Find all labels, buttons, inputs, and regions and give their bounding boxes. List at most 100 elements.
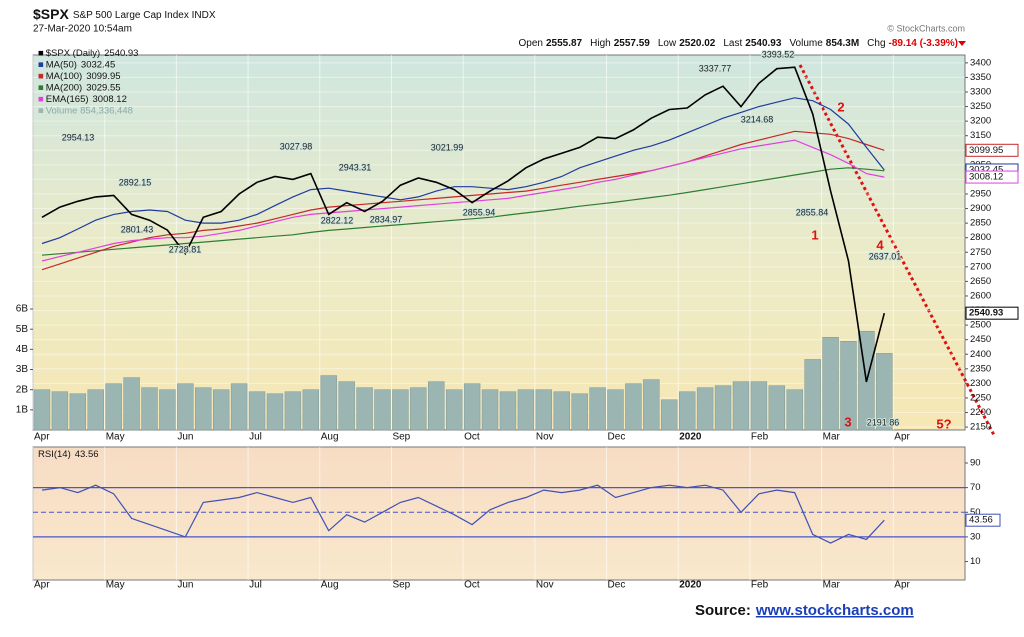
y-tick-label: 2750 (970, 247, 991, 258)
x-tick-label: Feb (751, 580, 769, 591)
price-annotation: 2943.31 (339, 162, 372, 172)
x-tick-label: Mar (823, 432, 841, 443)
legend-entry: ■ MA(100) 3099.95 (38, 71, 121, 82)
volume-bar (750, 381, 768, 431)
quote: Open 2555.87 High 2557.59 Low 2520.02 Last 2540… (519, 38, 959, 49)
last-value: 2540.93 (969, 308, 1003, 319)
volume-bar (517, 389, 535, 431)
y-tick-label: 2850 (970, 218, 991, 229)
y2-tick-label: 2B (16, 384, 29, 395)
copyright: © StockCharts.com (887, 23, 965, 33)
last-value: 3008.12 (969, 172, 1003, 183)
x-tick-label: Oct (464, 432, 480, 443)
y-tick-label: 10 (970, 556, 981, 567)
x-tick-label: 2020 (679, 580, 702, 591)
x-tick-label: May (106, 432, 125, 443)
x-tick-label: Nov (536, 432, 554, 443)
legend-entry: ■ MA(50) 3032.45 (38, 59, 115, 70)
legend-swatch: ■ (38, 94, 44, 105)
price-annotation: 2822.12 (321, 215, 354, 225)
price-annotation: 3021.99 (431, 142, 464, 152)
volume-bar (51, 391, 69, 431)
y-tick-label: 2800 (970, 232, 991, 243)
legend-entry: ■ EMA(165) 3008.12 (38, 94, 127, 105)
volume-bar (499, 391, 517, 431)
y-tick-label: 2700 (970, 261, 991, 272)
series-line (41, 66, 886, 383)
rsi-title: RSI(14) 43.56 (38, 449, 99, 460)
y-tick-label: 2950 (970, 189, 991, 200)
price-annotation: 2801.43 (121, 224, 154, 234)
y-tick-label: 3250 (970, 101, 991, 112)
volume-bar (248, 391, 266, 431)
volume-bar (87, 389, 104, 431)
y-tick-label: 2900 (970, 203, 991, 214)
y-tick-label: 3300 (970, 87, 991, 98)
legend-value: 3032.45 (81, 59, 115, 70)
x-tick-label: Jun (177, 580, 193, 591)
last-value: 43.56 (969, 515, 993, 526)
y-tick-label: 2150 (970, 422, 991, 433)
volume-bar (768, 385, 786, 431)
volume-bar (123, 377, 140, 431)
x-tick-label: Jun (177, 432, 193, 443)
volume-bar (320, 375, 337, 431)
quote-label: Last (723, 38, 742, 49)
price-annotation: 2855.94 (463, 207, 496, 217)
volume-bar (840, 341, 857, 431)
x-tick-label: Apr (894, 432, 910, 443)
x-tick-label: Jul (249, 432, 262, 443)
rsi-panel (32, 446, 966, 581)
price-annotation: 2728.81 (169, 244, 202, 254)
legend-swatch: ■ (38, 105, 44, 116)
volume-bar (463, 383, 481, 431)
last-value: 3099.95 (969, 145, 1003, 156)
y-tick-label: 2350 (970, 363, 991, 374)
x-tick-label: Jul (249, 580, 262, 591)
volume-bar (445, 389, 463, 431)
y2-tick-label: 3B (16, 364, 29, 375)
series-line (41, 97, 885, 245)
series-line (41, 484, 885, 544)
y-tick-label: 3150 (970, 130, 991, 141)
volume-bar (589, 387, 606, 431)
last-value-box (965, 513, 1001, 527)
volume-bar (732, 381, 750, 431)
legend-name: MA(200) (46, 82, 82, 93)
legend-value: 2540.93 (104, 48, 138, 59)
legend-value: 3099.95 (86, 71, 120, 82)
legend-name: $SPX (Daily) (46, 48, 100, 59)
x-tick-label: Oct (464, 580, 480, 591)
y-tick-label: 2600 (970, 290, 991, 301)
volume-bar (714, 385, 732, 431)
y-tick-label: 2250 (970, 392, 991, 403)
volume-bar (678, 391, 696, 431)
volume-bar (535, 389, 553, 431)
volume-bar (822, 337, 839, 431)
x-tick-label: Apr (34, 432, 50, 443)
x-tick-label: Aug (321, 432, 339, 443)
date: 27-Mar-2020 10:54am (33, 24, 132, 35)
volume-bar (374, 389, 391, 431)
y-tick-label: 90 (970, 458, 981, 469)
x-tick-label: 2020 (679, 432, 702, 443)
rsi-value: 43.56 (75, 449, 99, 460)
trendline (798, 64, 997, 438)
quote-value: 2520.02 (679, 38, 716, 49)
price-annotation: 3214.68 (741, 114, 774, 124)
price-annotation: 3393.52 (762, 49, 795, 59)
x-tick-label: Mar (823, 580, 841, 591)
quote-value: -89.14 (-3.39%) (889, 38, 958, 49)
legend-entry: ■ $SPX (Daily) 2540.93 (38, 48, 138, 59)
price-annotation: 3337.77 (699, 63, 732, 73)
x-tick-label: May (106, 580, 125, 591)
x-tick-label: Dec (608, 432, 626, 443)
volume-bar (428, 381, 445, 431)
x-tick-label: Dec (608, 580, 626, 591)
wave-label: 1 (811, 227, 818, 242)
series-line (41, 139, 885, 262)
volume-bar (69, 393, 87, 431)
legend-entry: ■ Volume 854,336,448 (38, 105, 133, 116)
volume-bar (230, 383, 248, 431)
